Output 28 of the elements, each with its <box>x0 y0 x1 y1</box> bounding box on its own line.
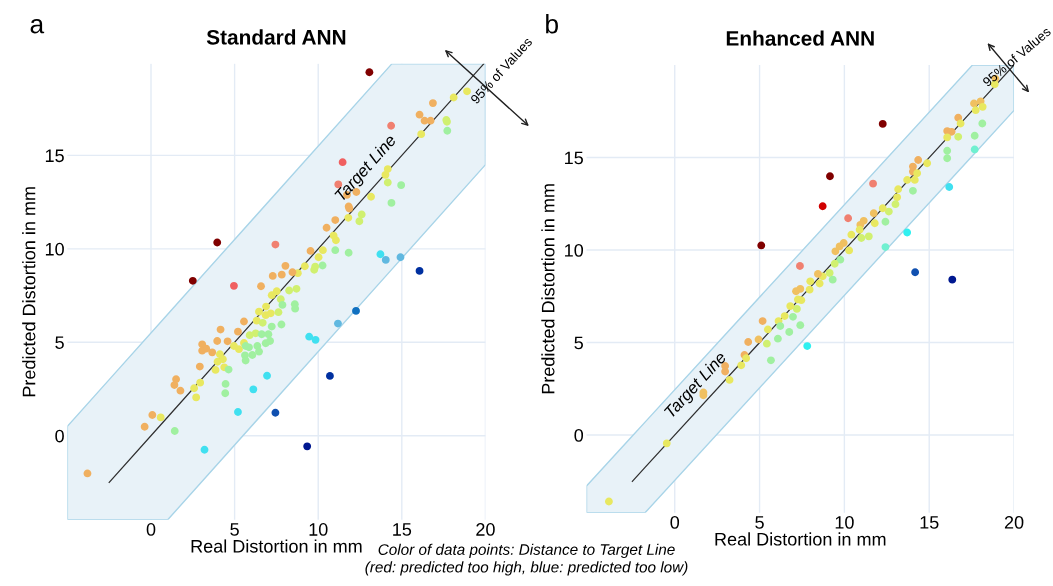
x-tick-label: 5 <box>755 516 764 529</box>
y-axis-title: Predicted Distortion in mm <box>541 184 555 394</box>
x-axis-title: Real Distortion in mm <box>715 532 886 546</box>
chart-title: Standard ANN <box>206 29 346 45</box>
y-tick-label: 0 <box>55 429 64 443</box>
y-tick-label: 15 <box>45 149 64 163</box>
x-tick-label: 20 <box>1004 516 1024 529</box>
line-series <box>631 65 1015 482</box>
y-axis-title: Predicted Distortion in mm <box>22 187 36 397</box>
text: a <box>30 18 45 34</box>
x-tick-label: 0 <box>670 516 680 529</box>
y-tick-label: 15 <box>565 151 583 165</box>
x-axis-title: Real Distortion in mm <box>191 539 362 553</box>
y-tick-label: 5 <box>55 336 64 349</box>
x-tick-label: 20 <box>476 523 495 536</box>
y-tick-label: 10 <box>45 242 64 256</box>
y-tick-label: 5 <box>574 336 583 350</box>
x-tick-label: 5 <box>230 523 239 536</box>
x-tick-label: 10 <box>835 516 854 529</box>
x-tick-label: 0 <box>146 523 156 536</box>
y-tick-label: 10 <box>565 243 584 257</box>
text: Color of data points: Distance to Target Line (red: predicted too high, blue: predicted too low) <box>365 543 688 576</box>
x-tick-label: 15 <box>393 523 412 536</box>
text: b <box>546 14 558 34</box>
x-tick-label: 15 <box>920 516 939 529</box>
x-tick-label: 10 <box>309 523 328 536</box>
y-tick-label: 0 <box>574 428 584 442</box>
chart-title: Enhanced ANN <box>726 30 874 46</box>
